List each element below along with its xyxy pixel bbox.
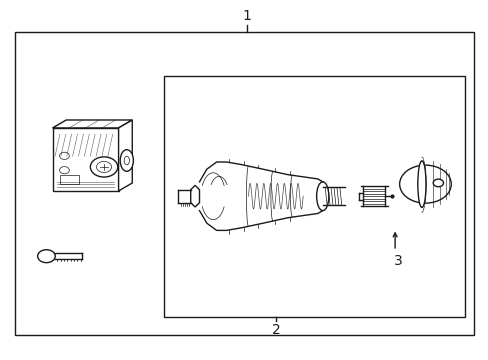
Circle shape <box>399 165 450 203</box>
Circle shape <box>432 179 443 187</box>
Ellipse shape <box>120 150 133 171</box>
Circle shape <box>38 250 55 263</box>
Bar <box>163 76 464 317</box>
Polygon shape <box>52 120 132 128</box>
Text: 1: 1 <box>242 9 251 23</box>
Ellipse shape <box>417 161 425 207</box>
Text: 2: 2 <box>271 324 280 337</box>
Polygon shape <box>118 120 132 191</box>
Polygon shape <box>52 128 118 191</box>
Text: 3: 3 <box>393 254 402 268</box>
Circle shape <box>90 157 118 177</box>
Bar <box>60 175 79 184</box>
Bar <box>15 32 473 335</box>
